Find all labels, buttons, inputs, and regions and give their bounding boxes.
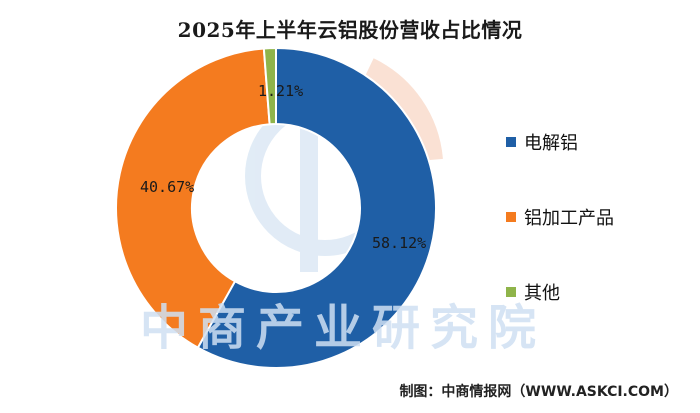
pie-slice — [262, 46, 277, 126]
data-label: 1.21% — [258, 82, 304, 100]
pie-slice — [196, 46, 437, 369]
watermark-text: 中商产业研究院 — [140, 300, 547, 356]
legend-label: 铝加工产品 — [524, 208, 614, 229]
legend-item: 电解铝 — [506, 128, 614, 156]
legend-item: 铝加工产品 — [506, 203, 614, 231]
legend-item: 其他 — [506, 278, 614, 306]
source-note: 制图：中商情报网（WWW.ASKCI.COM） — [399, 384, 678, 400]
data-label: 40.67% — [140, 178, 195, 196]
chart-title: 2025年上半年云铝股份营收占比情况 — [177, 18, 523, 42]
legend-label: 电解铝 — [524, 133, 578, 154]
data-label: 58.12% — [372, 234, 427, 252]
legend-swatch — [506, 212, 516, 222]
legend-label: 其他 — [524, 283, 560, 304]
legend-swatch — [506, 137, 516, 147]
legend-swatch — [506, 287, 516, 297]
chart-legend: 电解铝 铝加工产品 其他 — [506, 128, 614, 353]
pie-slice — [115, 47, 271, 349]
